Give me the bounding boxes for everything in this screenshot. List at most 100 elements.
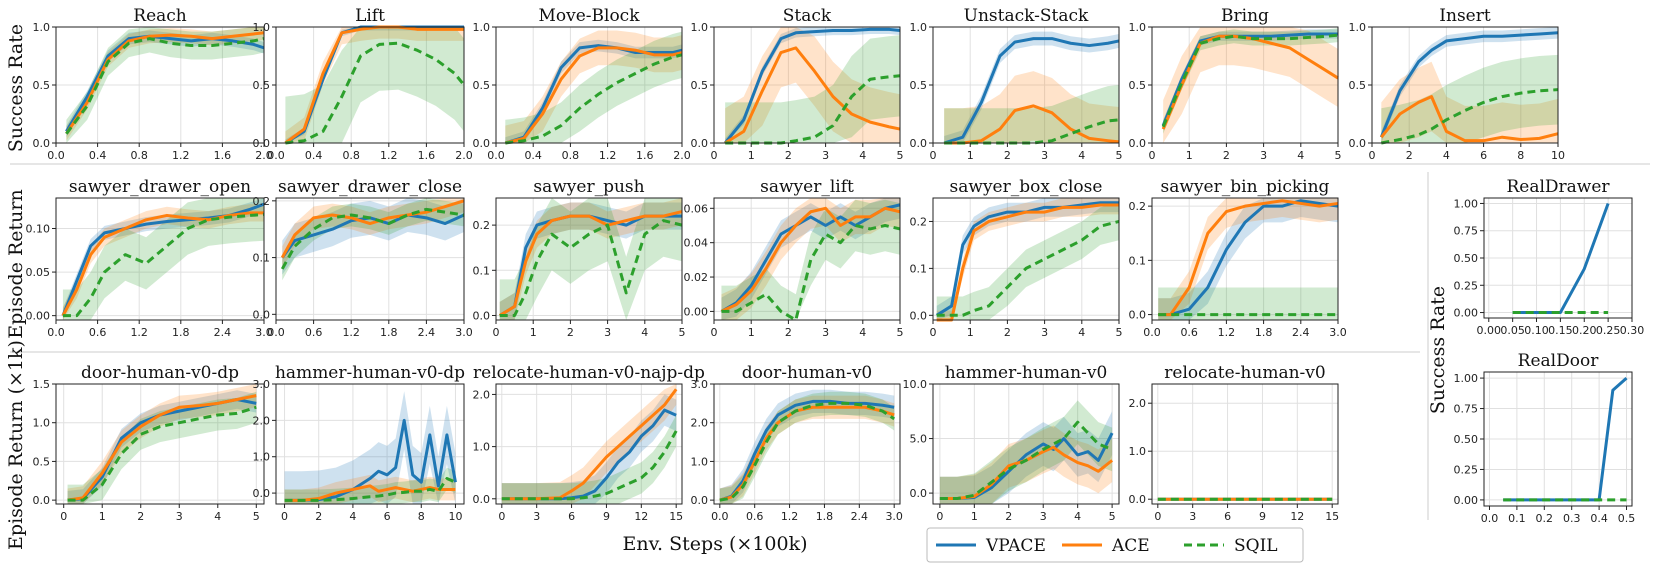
row-ylabel-episode-return: Episode Return [5,189,27,339]
y-tick-label: 0.0 [253,487,271,500]
x-tick-label: 12 [1290,510,1304,523]
y-tick-label: 1.0 [910,21,928,34]
y-tick-label: 1.0 [253,451,271,464]
y-tick-label: 0.5 [691,79,709,92]
y-tick-label: 1.0 [691,455,709,468]
y-tick-label: 0.0 [1349,137,1367,150]
x-tick-label: 2 [1223,149,1230,162]
band-sqil [67,391,257,504]
panel-title: sawyer_bin_picking [1161,177,1330,197]
series-line-vpace [943,37,1120,145]
y-tick-label: 0.2 [910,215,928,228]
y-tick-label: 0.2 [253,195,271,208]
x-tick-label: 2.4 [1292,326,1310,339]
x-tick-label: 6 [384,510,391,523]
x-tick-label: 0 [711,149,718,162]
axes-frame [1151,197,1339,321]
band-sqil [1381,54,1558,144]
y-tick-label: 1.0 [473,21,491,34]
series-line-sqil [284,477,457,502]
panel-title: Stack [783,6,832,26]
panel-title: hammer-human-v0-dp [275,363,465,383]
x-tick-label: 0.6 [746,510,764,523]
x-tick-label: 4 [1297,149,1304,162]
x-tick-label: 5 [897,149,904,162]
y-tick-label: 0.5 [33,79,51,92]
y-tick-label: 0.5 [1349,79,1367,92]
x-tick-label: 0.0 [267,326,285,339]
axes-frame [495,383,683,505]
x-tick-label: 5 [1335,149,1342,162]
x-tick-label: 0.4 [524,149,542,162]
x-tick-label: 2 [137,510,144,523]
y-tick-label: 1.0 [33,417,51,430]
band-sqil [62,198,264,320]
x-tick-label: 0 [711,326,718,339]
x-tick-label: 3 [1040,510,1047,523]
x-tick-label: 4 [349,510,356,523]
x-tick-label: 0.00 [1477,324,1502,337]
x-tick-label: 3 [1041,326,1048,339]
panel-sawyer-bin-picking: 0.0 0.6 1.2 1.8 2.4 3.0 0.0 0.1 0.2 sawyer_bin_pi… [1129,177,1347,339]
x-tick-label: 1.2 [1218,326,1236,339]
x-tick-label: 6 [568,510,575,523]
series-line-sqil [1381,88,1559,145]
panel-title: door-human-v0 [742,363,873,383]
panel-title: RealDrawer [1506,177,1610,197]
panel-relocate-human-v0: 0 3 6 9 12 15 0.0 1.0 2.0 relocate-human-v0 [1129,363,1340,523]
axes-frame [1151,383,1339,505]
x-tick-label: 4 [1078,326,1085,339]
x-tick-label: 1.2 [130,326,148,339]
band-ace [721,198,900,320]
x-tick-label: 2.0 [673,149,691,162]
panel-title: RealDoor [1518,351,1600,371]
series-line-sqil [505,53,683,145]
axes-frame [275,383,465,505]
x-tick-label: 9 [1259,510,1266,523]
x-tick-label: 0.1 [1508,512,1526,525]
x-tick-label: 1.2 [781,510,799,523]
band-vpace [725,27,900,143]
x-tick-label: 0.4 [1590,512,1608,525]
x-tick-label: 0.05 [1500,324,1525,337]
x-tick-label: 3 [1260,149,1267,162]
x-tick-label: 2.4 [851,510,869,523]
series-line-sqil [939,420,1113,501]
x-tick-label: 10 [448,510,462,523]
band-sqil [505,31,682,143]
series-line-ace [61,211,264,317]
series-line-ace [936,203,1119,322]
y-tick-label: 1.0 [1349,21,1367,34]
axes-frame [55,383,265,505]
x-tick-label: 3 [822,326,829,339]
band-ace [1163,27,1338,143]
axes-frame [932,383,1120,505]
series-line-vpace [504,44,683,145]
x-tick-label: 2 [315,510,322,523]
row-ylabel-success-rate: Success Rate [5,24,27,152]
panel-relocate-human-v0-najp-dp: 0 3 6 9 12 15 0.0 1.0 2.0 relocate-human-v0-najp-… [473,363,706,523]
y-tick-label: 1.00 [1454,372,1479,385]
y-tick-label: 0.1 [473,264,491,277]
x-tick-label: 1 [967,326,974,339]
x-tick-label: 0.4 [305,149,323,162]
x-tick-label: 1.6 [636,149,654,162]
x-tick-label: 0.0 [487,149,505,162]
x-tick-label: 2 [785,326,792,339]
y-tick-label: 0.0 [33,494,51,507]
band-sqil [282,198,464,281]
panel-title: sawyer_drawer_close [278,177,462,197]
band-ace [936,198,1119,320]
panel-hammer-human-v0: 0 1 2 3 4 5 0.0 5.0 10.0 hammer-human-v0 [903,363,1120,523]
series-line-ace [498,210,683,317]
x-tick-label: 1 [530,326,537,339]
y-tick-label: 0.0 [691,137,709,150]
panel-realdoor: 0.0 0.1 0.2 0.3 0.4 0.5 0.00 0.25 0.50 0.75 1.00 Re… [1454,351,1636,525]
panel-title: sawyer_box_close [950,177,1103,197]
series-line-sqil [719,401,896,502]
x-tick-label: 1.2 [380,149,398,162]
series-line-sqil [280,207,465,270]
x-tick-label: 10 [1551,149,1565,162]
y-tick-label: 0.05 [26,266,51,279]
